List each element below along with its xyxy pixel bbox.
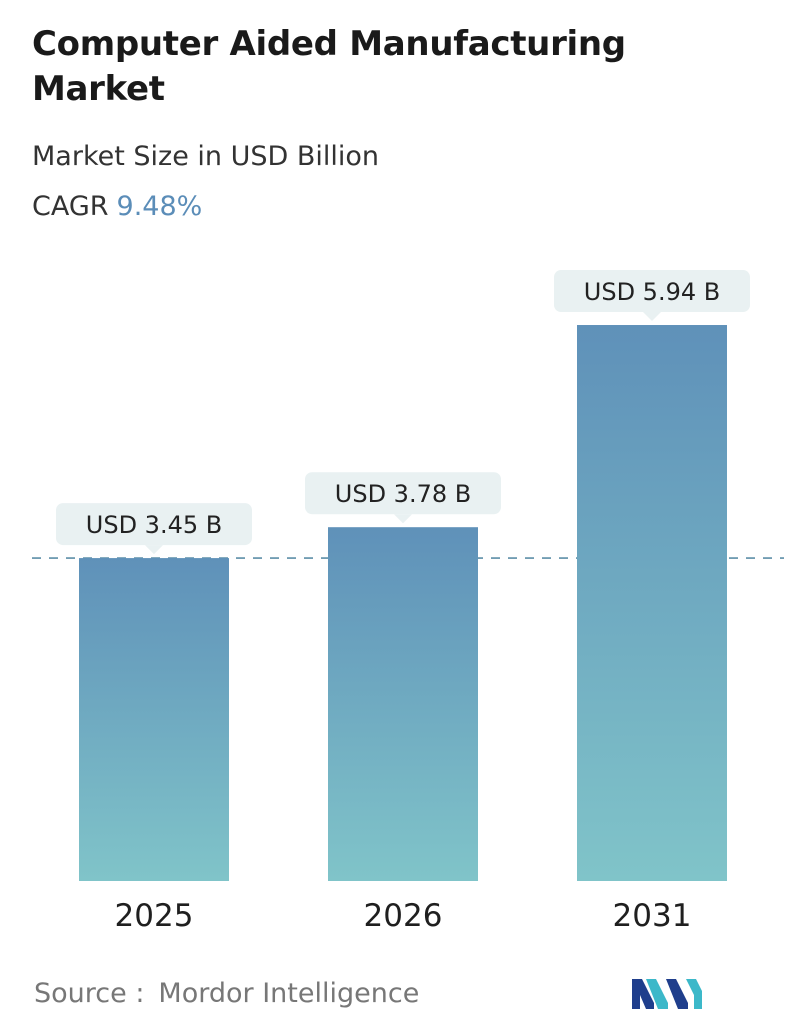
source-line: Source : Mordor Intelligence: [34, 978, 419, 1009]
data-label: USD 3.45 B: [86, 511, 222, 539]
x-tick-label: 2031: [613, 898, 692, 934]
callout-box: [56, 503, 252, 546]
data-label-callout: USD 3.78 B: [305, 472, 501, 524]
data-label: USD 3.78 B: [335, 480, 471, 508]
mordor-logo-icon: [632, 979, 702, 1009]
data-label-callout: USD 3.45 B: [56, 503, 252, 555]
cagr-value: 9.48%: [116, 191, 203, 222]
callout-pointer: [145, 545, 163, 555]
bar-2031: [577, 325, 727, 881]
callout-pointer: [394, 514, 412, 524]
data-label-callout: USD 5.94 B: [554, 270, 750, 322]
cagr-label: CAGR: [32, 191, 109, 222]
callout-pointer: [643, 312, 661, 322]
bar-2025: [79, 558, 229, 881]
data-label: USD 5.94 B: [584, 278, 720, 306]
source-name: Mordor Intelligence: [158, 978, 420, 1009]
callout-box: [554, 270, 750, 313]
cagr-row: CAGR 9.48%: [32, 191, 202, 222]
x-tick-label: 2025: [115, 898, 194, 934]
source-label: Source :: [34, 978, 145, 1009]
chart-subtitle: Market Size in USD Billion: [32, 141, 380, 172]
callout-box: [305, 472, 501, 515]
x-tick-label: 2026: [364, 898, 443, 934]
bar-2026: [328, 527, 478, 881]
chart-title: Computer Aided Manufacturing Market: [32, 24, 626, 109]
